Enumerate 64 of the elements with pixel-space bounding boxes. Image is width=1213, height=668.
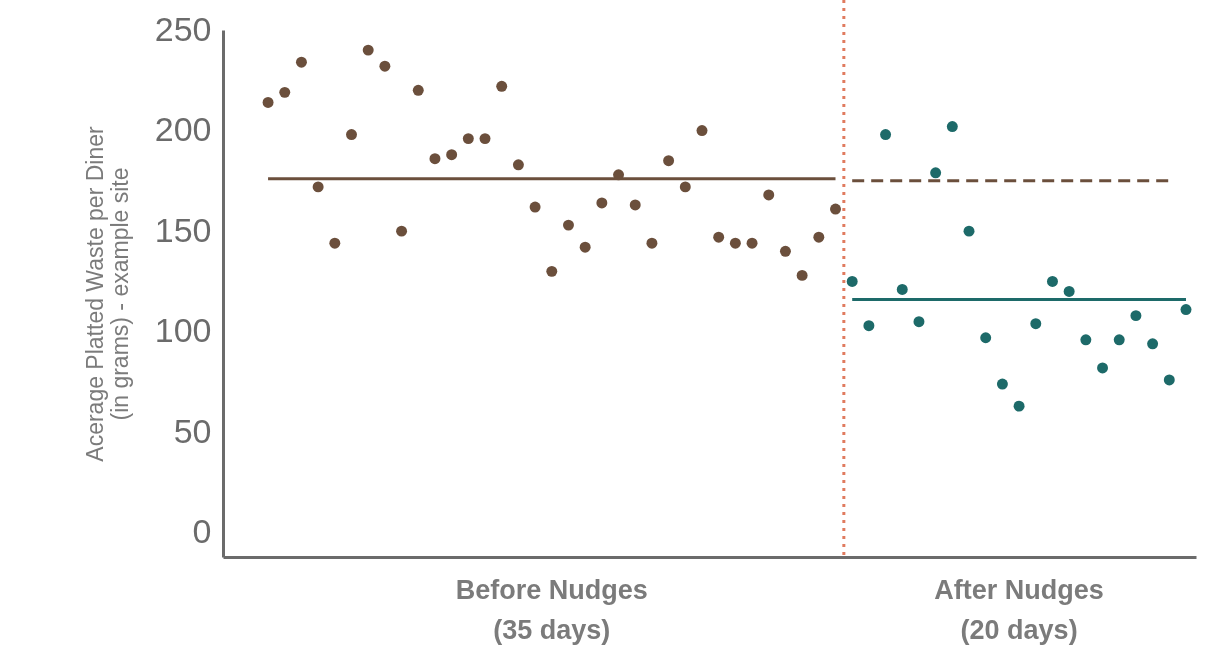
point <box>346 129 357 141</box>
point <box>295 56 307 68</box>
point <box>779 245 791 257</box>
point <box>563 219 574 231</box>
point <box>963 225 975 237</box>
point <box>546 265 558 277</box>
point <box>262 96 274 108</box>
text: After Nudges (20 days) <box>934 575 1104 645</box>
point <box>312 181 324 193</box>
point <box>663 155 675 167</box>
point <box>362 44 374 56</box>
point <box>946 121 958 133</box>
point <box>1147 338 1159 350</box>
point <box>930 167 942 179</box>
point <box>429 153 441 165</box>
point <box>579 241 591 253</box>
point <box>713 231 725 243</box>
point <box>1113 334 1125 346</box>
point <box>462 133 474 145</box>
y-axis-title: Acerage Platted Waste per Diner (in grams) - example site <box>81 125 133 462</box>
text: Before Nudges (35 days) <box>455 575 648 645</box>
point <box>446 149 458 161</box>
point <box>529 201 541 213</box>
point <box>329 237 341 249</box>
point <box>412 84 424 96</box>
point <box>846 275 858 287</box>
point <box>980 332 992 344</box>
point <box>496 80 508 92</box>
y-tick-label: 250 <box>154 9 212 48</box>
point <box>763 189 775 201</box>
point <box>479 133 491 145</box>
point <box>1180 304 1192 316</box>
point <box>796 269 808 281</box>
point <box>646 237 658 249</box>
point <box>746 237 758 249</box>
point <box>512 159 524 171</box>
point <box>396 225 408 237</box>
y-tick-label: 50 <box>173 411 212 450</box>
y-tick-label: 0 <box>192 512 212 551</box>
point <box>880 129 892 141</box>
point <box>996 378 1008 390</box>
point <box>830 203 841 215</box>
y-tick-label: 200 <box>154 110 212 149</box>
point <box>629 199 641 211</box>
point <box>863 320 875 332</box>
point <box>896 284 908 295</box>
point <box>1046 275 1058 287</box>
point <box>729 237 741 249</box>
point <box>1063 286 1075 297</box>
point <box>913 316 925 328</box>
y-tick-label: 100 <box>154 311 212 350</box>
point <box>1097 362 1109 374</box>
point <box>1030 318 1042 330</box>
point <box>1080 334 1092 346</box>
point <box>379 60 391 72</box>
point <box>1130 310 1142 322</box>
point <box>1163 374 1175 386</box>
point <box>679 181 691 193</box>
point <box>813 231 825 243</box>
y-tick-label: 150 <box>154 210 212 249</box>
point <box>696 125 708 137</box>
point <box>1013 400 1025 412</box>
point <box>596 197 608 209</box>
point <box>279 86 291 98</box>
